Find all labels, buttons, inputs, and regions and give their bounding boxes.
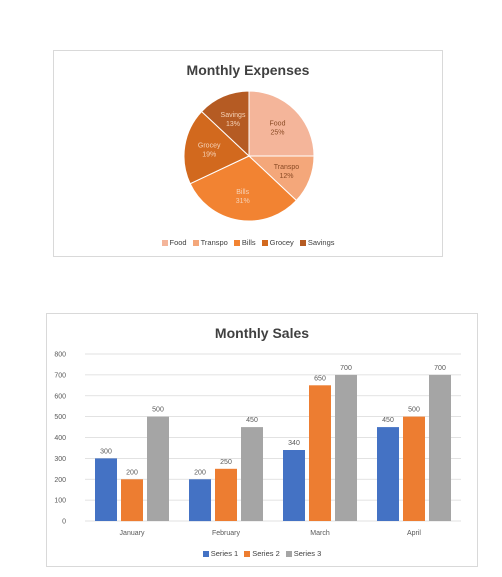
bar-series-3-january xyxy=(147,416,169,521)
bar-data-label: 450 xyxy=(246,417,258,424)
legend-swatch xyxy=(202,550,209,557)
bar-data-label: 500 xyxy=(152,407,164,414)
pie-category-label: Transpo xyxy=(274,164,300,171)
pie-slice-grocey xyxy=(183,110,250,185)
y-tick-label: 400 xyxy=(54,435,66,442)
y-tick-label: 600 xyxy=(54,393,66,400)
bar-series-3-april xyxy=(429,374,451,521)
pie-value-label: 12% xyxy=(279,173,293,180)
y-tick-label: 300 xyxy=(54,456,66,463)
bar-data-label: 250 xyxy=(220,459,232,466)
pie-legend-item-transpo: Transpo xyxy=(192,238,228,247)
pie-chart-title: Monthly Expenses xyxy=(186,62,310,78)
pie-category-label: Bills xyxy=(236,189,249,196)
bar-data-label: 650 xyxy=(314,375,326,382)
legend-label: Food xyxy=(169,238,187,247)
legend-label: Series 1 xyxy=(210,549,239,558)
bar-series-3-february xyxy=(241,427,263,521)
bar-series-1-february xyxy=(189,479,211,522)
pie-legend-item-grocey: Grocey xyxy=(261,238,294,247)
sales-bar-chart: Monthly Sales 0 100 200 300 400 500 600 700 800 3… xyxy=(46,313,478,567)
bar-data-label: 450 xyxy=(382,417,394,424)
y-tick-label: 700 xyxy=(54,372,66,379)
bar-data-label: 340 xyxy=(288,440,300,447)
pie-slice-food xyxy=(248,90,315,157)
pie-category-label: Savings xyxy=(221,112,246,119)
bar-legend-item-series-3: Series 3 xyxy=(285,549,322,558)
pie-value-label: 31% xyxy=(236,198,250,205)
legend-label: Series 3 xyxy=(293,549,322,558)
bar-data-label: 200 xyxy=(194,469,206,476)
legend-label: Savings xyxy=(307,238,335,247)
bar-series-1-march xyxy=(283,450,305,521)
legend-swatch xyxy=(285,550,292,557)
x-tick-label: January xyxy=(120,530,145,537)
pie-chart-plot: Food 25% Transpo 12% Bills 31% Grocey 19% Saving… xyxy=(183,90,315,222)
bar-series-2-january xyxy=(121,479,143,522)
bar-data-label: 700 xyxy=(340,365,352,372)
pie-value-label: 19% xyxy=(202,152,216,159)
legend-label: Grocey xyxy=(269,238,294,247)
bar-data-label: 300 xyxy=(100,448,112,455)
bar-series-2-april xyxy=(403,416,425,521)
pie-value-label: 13% xyxy=(226,121,240,128)
legend-label: Bills xyxy=(241,238,256,247)
legend-swatch xyxy=(161,239,168,246)
expenses-pie-chart: Monthly Expenses Food 25% Transpo 12% Bills 3… xyxy=(53,50,443,257)
legend-swatch xyxy=(233,239,240,246)
pie-category-label: Food xyxy=(270,121,286,128)
x-tick-label: April xyxy=(407,530,421,537)
legend-swatch xyxy=(244,550,251,557)
pie-legend-item-bills: Bills xyxy=(233,238,256,247)
bar-chart-legend: Series 1 Series 2 Series 3 xyxy=(47,549,477,558)
bar-series-1-january xyxy=(95,458,117,521)
y-tick-label: 0 xyxy=(62,519,66,526)
legend-label: Series 2 xyxy=(252,549,280,558)
bar-data-label: 700 xyxy=(434,365,446,372)
pie-slice-savings xyxy=(200,90,250,158)
pie-chart-legend: Food Transpo Bills Grocey Savings xyxy=(54,238,442,247)
bar-series-2-march xyxy=(309,385,331,521)
bar-data-label: 500 xyxy=(408,407,420,414)
y-tick-label: 500 xyxy=(54,414,66,421)
pie-value-label: 25% xyxy=(270,130,284,137)
legend-swatch xyxy=(261,239,268,246)
y-tick-label: 100 xyxy=(54,498,66,505)
bar-chart-title: Monthly Sales xyxy=(214,325,310,341)
bar-chart-plot: 0 100 200 300 400 500 600 700 800 300 200 500 Januar… xyxy=(54,352,461,537)
legend-label: Transpo xyxy=(200,238,228,247)
bar-data-label: 200 xyxy=(126,469,138,476)
bar-series-1-april xyxy=(377,427,399,521)
y-tick-label: 200 xyxy=(54,477,66,484)
pie-category-label: Grocey xyxy=(198,143,221,150)
bar-series-3-march xyxy=(335,374,357,521)
bar-legend-item-series-1: Series 1 xyxy=(202,549,239,558)
x-tick-label: March xyxy=(310,530,330,537)
pie-legend-item-food: Food xyxy=(161,238,187,247)
y-tick-label: 800 xyxy=(54,352,66,359)
bar-series-2-february xyxy=(215,468,237,521)
legend-swatch xyxy=(299,239,306,246)
legend-swatch xyxy=(192,239,199,246)
bar-legend-item-series-2: Series 2 xyxy=(244,549,280,558)
x-tick-label: February xyxy=(212,530,241,537)
pie-legend-item-savings: Savings xyxy=(299,238,335,247)
pie-slice-bills xyxy=(189,155,298,222)
